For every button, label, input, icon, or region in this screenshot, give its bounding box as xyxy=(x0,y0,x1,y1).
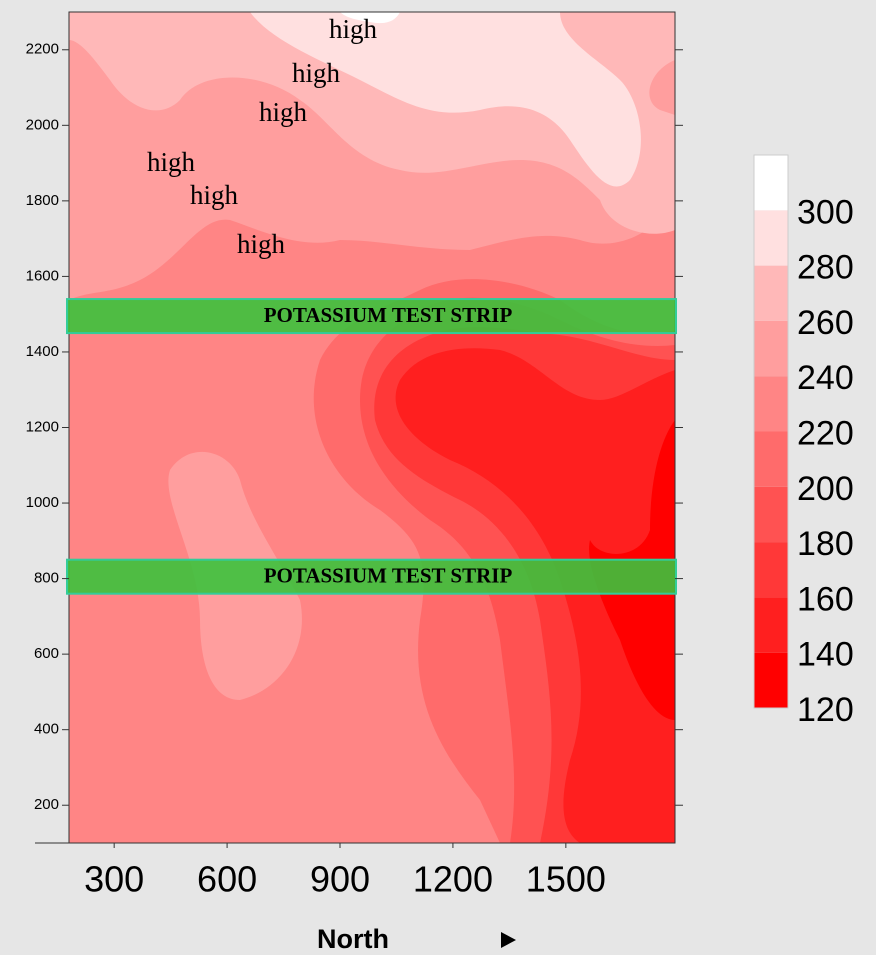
y-tick-label: 800 xyxy=(34,570,59,587)
colorbar-frame xyxy=(753,154,789,709)
x-tick-label: 600 xyxy=(197,859,257,900)
colorbar-tick-label: 280 xyxy=(797,249,854,287)
colorbar-tick-label: 140 xyxy=(797,636,854,674)
colorbar-tick-label: 300 xyxy=(797,193,854,231)
colorbar-band xyxy=(754,155,788,211)
direction-arrow xyxy=(501,932,516,948)
x-tick-label: 900 xyxy=(310,859,370,900)
colorbar-tick-label: 200 xyxy=(797,470,854,508)
colorbar-band xyxy=(754,652,788,708)
y-tick-label: 1800 xyxy=(26,192,59,209)
x-tick-label: 300 xyxy=(84,859,144,900)
annotation: high xyxy=(237,229,286,259)
y-tick-label: 600 xyxy=(34,645,59,662)
contour-map xyxy=(69,12,675,843)
x-axis-label: North xyxy=(317,924,389,954)
strip-label: POTASSIUM TEST STRIP xyxy=(264,564,513,588)
y-tick-label: 1000 xyxy=(26,494,59,511)
y-tick-label: 1600 xyxy=(26,267,59,284)
y-tick-label: 2000 xyxy=(26,116,59,133)
annotation: high xyxy=(147,147,196,177)
colorbar-tick-label: 220 xyxy=(797,414,854,452)
colorbar-tick-label: 180 xyxy=(797,525,854,563)
contour-region xyxy=(395,348,675,843)
colorbar-tick-label: 160 xyxy=(797,580,854,618)
y-tick-label: 200 xyxy=(34,796,59,813)
y-tick-label: 400 xyxy=(34,721,59,738)
y-tick-label: 1400 xyxy=(26,343,59,360)
colorbar-band xyxy=(754,597,788,653)
annotation: high xyxy=(292,58,341,88)
contour-region xyxy=(340,12,400,24)
strip-label: POTASSIUM TEST STRIP xyxy=(264,303,513,327)
colorbar-band xyxy=(754,320,788,377)
test-strip xyxy=(66,558,677,595)
annotation: high xyxy=(329,14,378,44)
colorbar-band xyxy=(754,542,788,598)
colorbar-tick-label: 120 xyxy=(797,691,854,729)
colorbar-tick-label: 240 xyxy=(797,359,854,397)
colorbar-tick-label: 260 xyxy=(797,304,854,342)
test-strip xyxy=(66,298,677,335)
colorbar-band xyxy=(754,265,788,321)
y-tick-label: 2200 xyxy=(26,41,59,58)
colorbar-band xyxy=(754,376,788,432)
x-tick-label: 1200 xyxy=(413,859,493,900)
colorbar-band xyxy=(754,486,788,543)
annotation: high xyxy=(190,180,239,210)
colorbar-band xyxy=(754,210,788,266)
annotation: high xyxy=(259,97,308,127)
contour-region xyxy=(250,12,641,187)
y-tick-label: 1200 xyxy=(26,418,59,435)
colorbar-band xyxy=(754,431,788,487)
x-tick-label: 1500 xyxy=(526,859,606,900)
